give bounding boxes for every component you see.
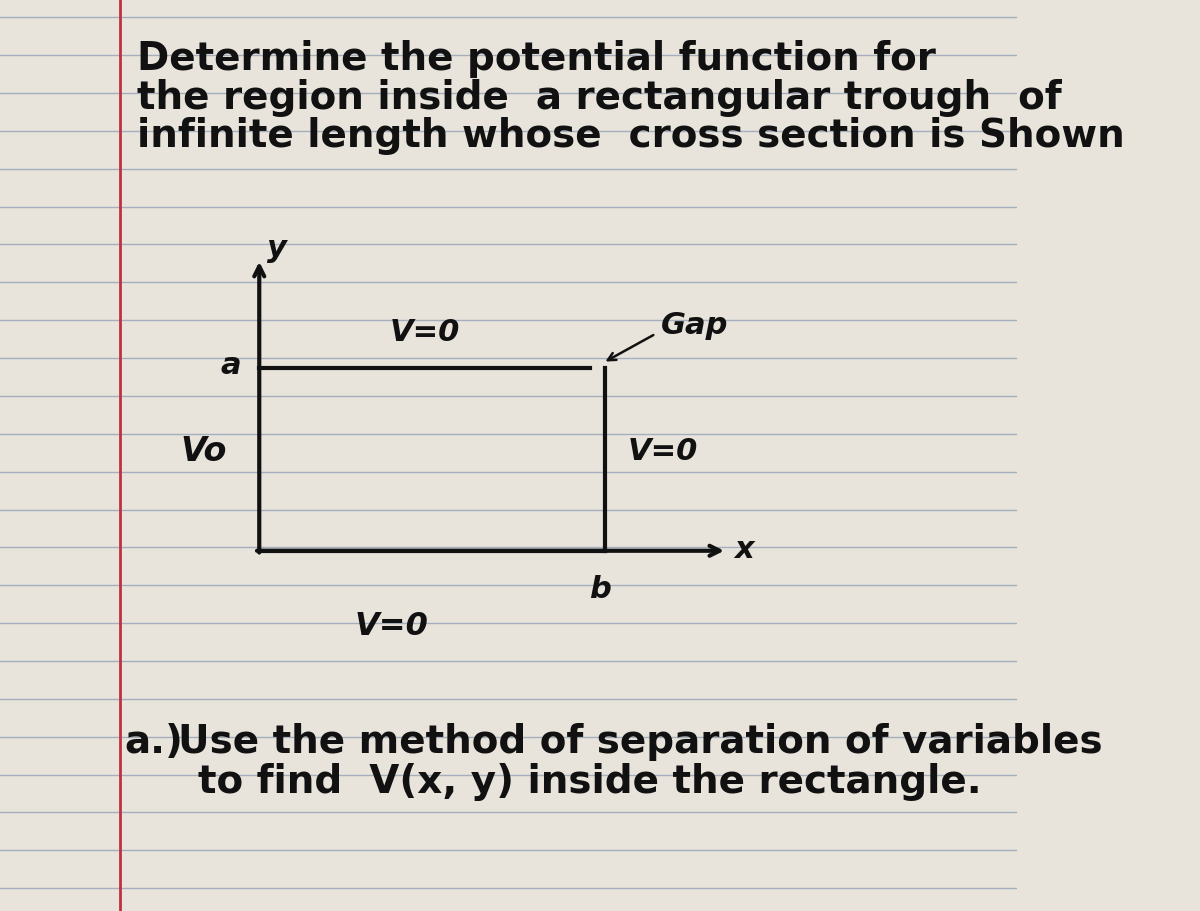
Text: the region inside  a rectangular trough  of: the region inside a rectangular trough o… (137, 78, 1062, 117)
Text: V=0: V=0 (389, 317, 460, 346)
Text: V=0: V=0 (628, 436, 697, 466)
Text: Gap: Gap (661, 311, 728, 340)
Text: infinite length whose  cross section is Shown: infinite length whose cross section is S… (137, 117, 1126, 155)
Text: b: b (589, 574, 611, 603)
Text: V=0: V=0 (354, 610, 428, 641)
Text: Use the method of separation of variables: Use the method of separation of variable… (178, 722, 1103, 761)
Text: to find  V(x, y) inside the rectangle.: to find V(x, y) inside the rectangle. (198, 762, 982, 800)
Text: y: y (268, 233, 287, 262)
Text: x: x (734, 534, 754, 563)
Text: Determine the potential function for: Determine the potential function for (137, 40, 936, 78)
Text: a: a (221, 351, 241, 380)
Text: a.): a.) (124, 722, 182, 761)
Text: Vo: Vo (180, 435, 227, 467)
